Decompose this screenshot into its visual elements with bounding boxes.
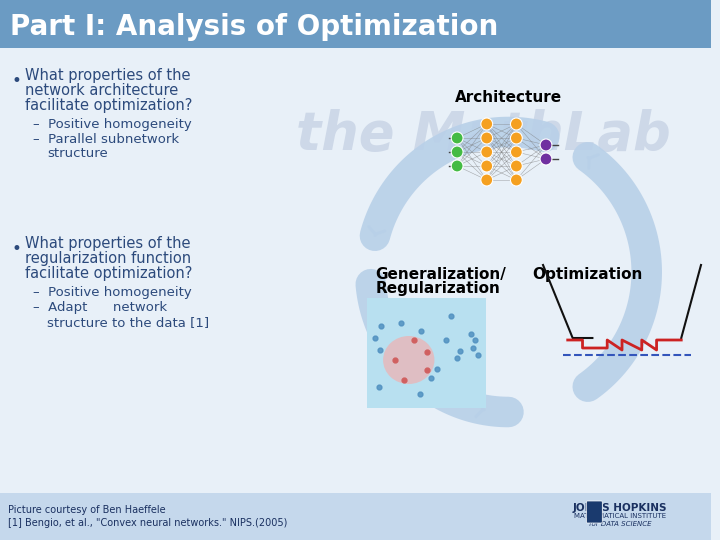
Text: •: • [12,72,22,90]
Text: –  Parallel subnetwork: – Parallel subnetwork [32,133,179,146]
Text: Part I: Analysis of Optimization: Part I: Analysis of Optimization [10,13,498,41]
Circle shape [510,118,522,130]
Text: What properties of the: What properties of the [24,236,190,251]
Text: What properties of the: What properties of the [24,68,190,83]
Circle shape [481,146,492,158]
Circle shape [510,132,522,144]
Text: –  Positive homogeneity: – Positive homogeneity [32,286,192,299]
Text: for DATA SCIENCE: for DATA SCIENCE [589,521,652,527]
Text: [1] Bengio, et al., "Convex neural networks." NIPS.(2005): [1] Bengio, et al., "Convex neural netwo… [8,518,287,528]
Text: –  Positive homogeneity: – Positive homogeneity [32,118,192,131]
Text: facilitate optimization?: facilitate optimization? [24,266,192,281]
Text: Picture courtesy of Ben Haeffele: Picture courtesy of Ben Haeffele [8,505,166,515]
Text: JOHNS HOPKINS: JOHNS HOPKINS [573,503,667,513]
Text: MATHEMATICAL INSTITUTE: MATHEMATICAL INSTITUTE [574,513,666,519]
Text: structure: structure [48,147,108,160]
Text: facilitate optimization?: facilitate optimization? [24,98,192,113]
Text: network architecture: network architecture [24,83,178,98]
Circle shape [451,160,463,172]
Text: –  Adapt      network: – Adapt network [32,301,167,314]
Circle shape [510,174,522,186]
Circle shape [481,118,492,130]
Text: Regularization: Regularization [375,281,500,296]
Circle shape [540,139,552,151]
Circle shape [481,132,492,144]
Bar [0,0,711,48]
Circle shape [510,146,522,158]
Text: the MathLab: the MathLab [297,109,671,161]
Bar [367,298,486,408]
Circle shape [481,174,492,186]
Text: Generalization/: Generalization/ [375,267,506,282]
Circle shape [510,160,522,172]
Circle shape [451,146,463,158]
Circle shape [481,160,492,172]
Text: regularization function: regularization function [24,251,191,266]
Circle shape [540,153,552,165]
Text: Optimization: Optimization [532,267,643,282]
Bar [0,493,711,540]
Text: Architecture: Architecture [455,90,562,105]
FancyBboxPatch shape [587,501,602,523]
Ellipse shape [383,336,434,384]
Text: structure to the data [1]: structure to the data [1] [48,316,210,329]
Text: •: • [12,240,22,258]
Circle shape [451,132,463,144]
